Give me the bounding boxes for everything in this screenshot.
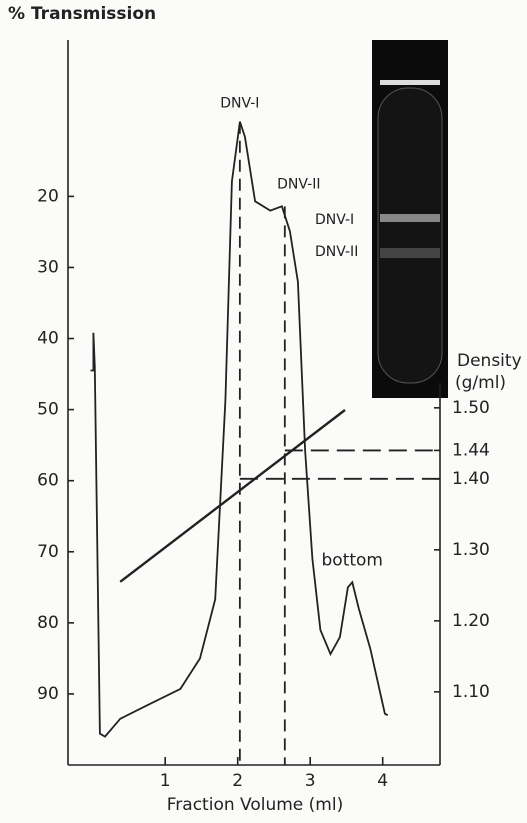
meniscus [380,80,440,85]
x-tick-label: 1 [160,771,171,791]
x-axis-title: Fraction Volume (ml) [167,795,343,815]
transmission-line [90,121,389,738]
y2-tick-label: 1.30 [452,540,490,560]
y-tick-label: 60 [37,471,59,491]
x-tick-label: 3 [305,771,316,791]
y2-tick-label: 1.40 [452,469,490,489]
y-tick-label: 70 [37,542,59,562]
inset-label: DNV-I [315,212,354,228]
y2-axis-title: (g/ml) [455,373,506,393]
annotation: bottom [322,550,383,570]
x-tick-label: 2 [232,771,243,791]
x-tick-label: 4 [377,771,388,791]
marker-label: DNV-II [277,176,320,192]
inset-label: DNV-II [315,244,358,260]
y2-tick-label: 1.20 [452,611,490,631]
marker-label: DNV-I [220,96,259,112]
density-line [119,409,346,583]
y-tick-label: 40 [37,329,59,349]
y-tick-label: 30 [37,257,59,277]
y-axis-title: % Transmission [8,4,156,24]
y2-tick-label: 1.44 [452,440,490,460]
y-tick-label: 50 [37,400,59,420]
band [380,214,440,222]
y2-tick-label: 1.50 [452,398,490,418]
y2-tick-label: 1.10 [452,682,490,702]
y-tick-label: 20 [37,186,59,206]
band [380,248,440,258]
tube [377,87,443,384]
y-tick-label: 90 [37,684,59,704]
y2-axis-title: Density [457,351,522,371]
y-tick-label: 80 [37,613,59,633]
